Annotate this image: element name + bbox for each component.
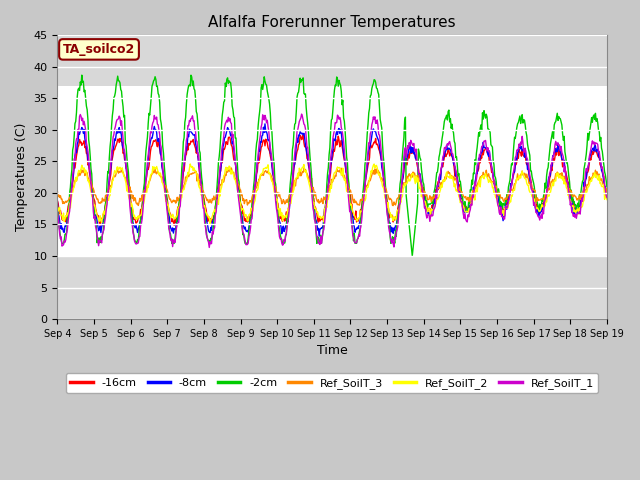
-2cm: [175, 203, 182, 209]
Ref_SoilT_1: [205, 245, 213, 251]
-16cm: [554, 145, 562, 151]
Line: Ref_SoilT_2: Ref_SoilT_2: [58, 164, 607, 224]
Ref_SoilT_3: [433, 192, 440, 198]
Ref_SoilT_1: [554, 140, 562, 146]
-2cm: [408, 253, 416, 259]
-2cm: [378, 125, 385, 131]
-8cm: [261, 121, 269, 127]
-8cm: [54, 199, 61, 204]
Bar: [58, 36, 607, 86]
Ref_SoilT_1: [603, 194, 611, 200]
Ref_SoilT_2: [554, 170, 562, 176]
-16cm: [170, 222, 178, 228]
-8cm: [433, 188, 440, 194]
Ref_SoilT_3: [603, 192, 611, 198]
-16cm: [300, 132, 307, 138]
-2cm: [198, 181, 206, 187]
-2cm: [603, 184, 611, 190]
-8cm: [325, 173, 333, 179]
Line: -16cm: -16cm: [58, 135, 607, 225]
Ref_SoilT_2: [206, 221, 214, 227]
Ref_SoilT_1: [379, 163, 387, 169]
Title: Alfalfa Forerunner Temperatures: Alfalfa Forerunner Temperatures: [209, 15, 456, 30]
-16cm: [325, 180, 333, 185]
-8cm: [174, 216, 182, 221]
Ref_SoilT_3: [198, 182, 205, 188]
X-axis label: Time: Time: [317, 344, 348, 357]
Legend: -16cm, -8cm, -2cm, Ref_SoilT_3, Ref_SoilT_2, Ref_SoilT_1: -16cm, -8cm, -2cm, Ref_SoilT_3, Ref_Soil…: [66, 373, 598, 393]
Ref_SoilT_2: [603, 197, 611, 203]
Ref_SoilT_3: [54, 189, 61, 194]
Ref_SoilT_3: [389, 203, 397, 208]
-16cm: [603, 193, 611, 199]
-2cm: [54, 206, 61, 212]
Ref_SoilT_2: [54, 203, 61, 209]
-2cm: [324, 165, 332, 170]
Text: TA_soilco2: TA_soilco2: [63, 43, 135, 56]
-8cm: [316, 233, 323, 239]
-8cm: [554, 140, 562, 146]
Ref_SoilT_1: [325, 177, 333, 183]
Ref_SoilT_1: [433, 195, 440, 201]
Line: -8cm: -8cm: [58, 124, 607, 236]
Line: Ref_SoilT_1: Ref_SoilT_1: [58, 114, 607, 248]
-16cm: [54, 198, 61, 204]
-8cm: [198, 181, 205, 187]
Line: -2cm: -2cm: [58, 75, 607, 256]
Ref_SoilT_3: [378, 175, 385, 180]
-2cm: [433, 170, 440, 176]
Ref_SoilT_2: [433, 195, 440, 201]
Ref_SoilT_1: [198, 188, 205, 194]
-8cm: [379, 168, 387, 174]
-16cm: [433, 188, 440, 193]
-2cm: [554, 118, 562, 123]
Ref_SoilT_2: [325, 191, 333, 197]
Ref_SoilT_2: [198, 193, 206, 199]
Ref_SoilT_3: [554, 171, 562, 177]
Ref_SoilT_2: [186, 161, 194, 167]
Y-axis label: Temperatures (C): Temperatures (C): [15, 123, 28, 231]
-8cm: [603, 194, 611, 200]
Ref_SoilT_3: [223, 165, 230, 170]
-16cm: [198, 189, 206, 195]
-16cm: [175, 204, 182, 209]
Ref_SoilT_1: [298, 111, 305, 117]
Bar: [58, 256, 607, 319]
Ref_SoilT_2: [379, 183, 387, 189]
Ref_SoilT_2: [174, 205, 182, 211]
Line: Ref_SoilT_3: Ref_SoilT_3: [58, 168, 607, 205]
Ref_SoilT_1: [174, 220, 182, 226]
-16cm: [379, 163, 387, 168]
-2cm: [78, 72, 86, 78]
Ref_SoilT_3: [324, 185, 332, 191]
Ref_SoilT_3: [174, 198, 182, 204]
Ref_SoilT_1: [54, 208, 61, 214]
